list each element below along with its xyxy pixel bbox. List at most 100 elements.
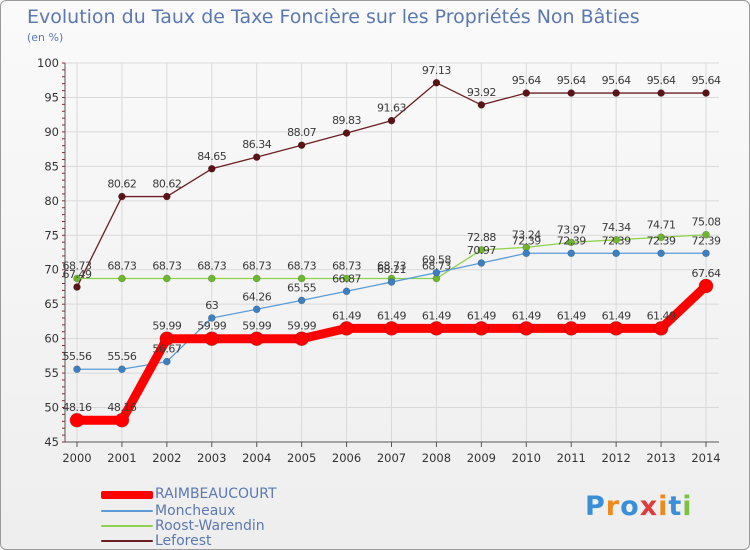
logo-letter: r xyxy=(605,491,621,522)
data-label-leforest: 95.64 xyxy=(557,74,586,87)
data-label-raimbeaucourt: 61.49 xyxy=(557,309,586,322)
data-label-moncheaux: 72.39 xyxy=(602,234,631,247)
data-point-leforest xyxy=(612,89,620,97)
data-point-roost_warendin xyxy=(252,274,261,283)
x-tick-label: 2012 xyxy=(602,451,631,465)
data-point-leforest xyxy=(118,192,126,201)
data-point-roost_warendin xyxy=(73,274,81,283)
data-point-raimbeaucourt xyxy=(608,321,624,336)
data-label-moncheaux: 55.56 xyxy=(107,350,136,363)
data-label-moncheaux: 56.67 xyxy=(152,343,181,356)
data-point-leforest xyxy=(387,116,396,125)
x-tick-label: 2003 xyxy=(197,451,226,465)
y-tick-label: 55 xyxy=(44,366,59,380)
data-label-raimbeaucourt: 48.16 xyxy=(107,401,136,414)
x-tick-label: 2002 xyxy=(152,451,181,465)
data-point-moncheaux xyxy=(163,357,171,366)
data-label-leforest: 89.83 xyxy=(332,114,361,127)
data-point-leforest xyxy=(432,78,441,87)
data-point-roost_warendin xyxy=(297,274,306,283)
data-label-raimbeaucourt: 61.49 xyxy=(422,309,451,322)
x-tick-label: 2004 xyxy=(242,451,271,465)
data-label-leforest: 86.34 xyxy=(242,138,271,151)
data-label-roost_warendin: 68.73 xyxy=(197,259,226,272)
y-tick-label: 70 xyxy=(44,263,59,277)
chart-title: Evolution du Taux de Taxe Foncière sur l… xyxy=(27,6,640,28)
data-label-moncheaux: 65.55 xyxy=(287,281,316,294)
data-point-raimbeaucourt xyxy=(204,331,220,347)
data-point-moncheaux xyxy=(612,249,620,258)
data-point-moncheaux xyxy=(118,365,126,374)
data-point-leforest xyxy=(567,89,576,97)
data-point-moncheaux xyxy=(297,296,306,305)
x-tick-label: 2008 xyxy=(422,451,451,465)
data-point-moncheaux xyxy=(342,287,351,296)
data-label-raimbeaucourt: 61.49 xyxy=(602,309,631,322)
data-point-roost_warendin xyxy=(118,274,126,283)
data-label-raimbeaucourt: 61.49 xyxy=(512,309,541,322)
data-point-raimbeaucourt xyxy=(114,412,130,428)
data-point-roost_warendin xyxy=(207,274,216,283)
data-point-moncheaux xyxy=(657,249,665,258)
x-tick-label: 2013 xyxy=(646,451,675,465)
data-label-leforest: 95.64 xyxy=(647,74,676,87)
data-label-roost_warendin: 74.34 xyxy=(602,221,631,234)
data-point-raimbeaucourt xyxy=(653,321,669,336)
data-point-moncheaux xyxy=(477,259,486,267)
legend-swatch-leforest xyxy=(101,540,153,542)
data-point-moncheaux xyxy=(567,249,576,258)
data-point-roost_warendin xyxy=(163,274,171,283)
data-label-roost_warendin: 72.88 xyxy=(467,231,496,244)
y-tick-label: 65 xyxy=(44,297,59,311)
data-label-raimbeaucourt: 59.99 xyxy=(197,320,226,333)
data-point-raimbeaucourt xyxy=(698,278,714,294)
data-point-moncheaux xyxy=(73,365,81,374)
data-label-leforest: 80.62 xyxy=(152,178,181,191)
data-label-roost_warendin: 73.24 xyxy=(512,228,541,241)
data-label-raimbeaucourt: 59.99 xyxy=(287,320,316,333)
data-point-raimbeaucourt xyxy=(474,321,489,336)
data-point-raimbeaucourt xyxy=(429,321,444,336)
data-point-roost_warendin xyxy=(342,274,351,283)
data-label-raimbeaucourt: 61.49 xyxy=(377,309,406,322)
data-label-leforest: 95.64 xyxy=(602,74,631,87)
data-label-moncheaux: 68.21 xyxy=(377,263,406,276)
data-label-leforest: 91.63 xyxy=(377,102,406,115)
data-point-leforest xyxy=(522,89,531,97)
data-label-leforest: 95.64 xyxy=(692,74,721,87)
data-point-raimbeaucourt xyxy=(339,321,354,336)
data-point-raimbeaucourt xyxy=(294,331,309,347)
data-label-moncheaux: 70.97 xyxy=(467,244,496,257)
x-tick-label: 2014 xyxy=(691,451,720,465)
data-label-leforest: 84.65 xyxy=(197,150,226,163)
data-point-leforest xyxy=(477,101,486,109)
data-label-raimbeaucourt: 59.99 xyxy=(242,320,271,333)
data-point-roost_warendin xyxy=(612,236,620,244)
x-tick-label: 2009 xyxy=(467,451,496,465)
x-tick-label: 2007 xyxy=(377,451,406,465)
x-tick-label: 2005 xyxy=(287,451,316,465)
data-label-raimbeaucourt: 61.49 xyxy=(647,309,676,322)
y-unit-label: (en %) xyxy=(27,31,64,44)
data-point-roost_warendin xyxy=(657,233,665,242)
data-point-moncheaux xyxy=(432,268,441,277)
data-label-leforest: 88.07 xyxy=(287,126,316,139)
y-tick-label: 50 xyxy=(44,401,59,415)
legend-label-moncheaux: Moncheaux xyxy=(155,503,236,519)
data-point-leforest xyxy=(297,141,306,150)
y-tick-label: 85 xyxy=(44,159,59,173)
data-label-roost_warendin: 74.71 xyxy=(647,218,676,231)
logo-letter: P xyxy=(585,491,606,522)
data-point-leforest xyxy=(702,89,710,97)
data-point-roost_warendin xyxy=(477,246,486,254)
legend-label-raimbeaucourt: RAIMBEAUCOURT xyxy=(155,486,277,502)
x-tick-label: 2001 xyxy=(107,451,136,465)
legend-label-leforest: Leforest xyxy=(155,533,212,549)
data-label-leforest: 95.64 xyxy=(512,74,541,87)
data-point-raimbeaucourt xyxy=(563,321,579,336)
data-point-leforest xyxy=(207,164,216,173)
logo-letter: x xyxy=(639,491,659,522)
logo-letter: i xyxy=(658,491,669,522)
x-tick-label: 2000 xyxy=(62,451,91,465)
data-label-moncheaux: 72.39 xyxy=(512,234,541,247)
